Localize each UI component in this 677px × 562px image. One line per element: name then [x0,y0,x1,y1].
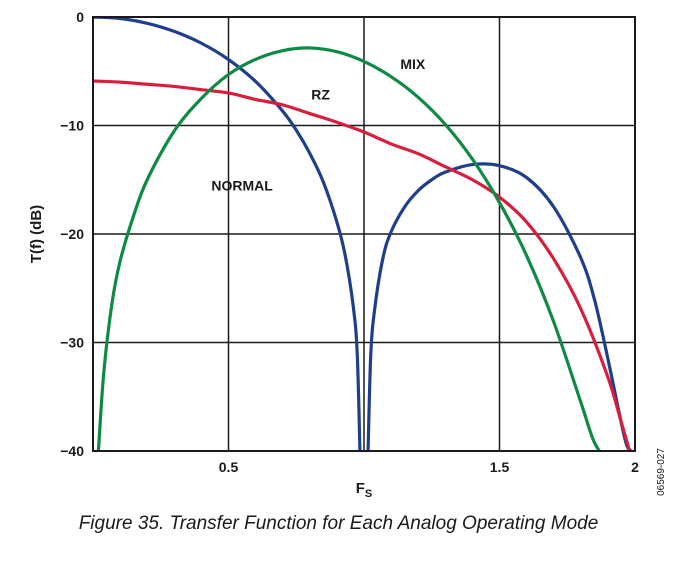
series-label-rz: RZ [311,86,330,102]
series-lines [93,17,633,451]
x-tick-labels: 0.5 1.5 2 [219,459,639,475]
grid [93,17,635,451]
transfer-function-chart: 0 −10 −20 −30 −40 0.5 1.5 2 NORMAL RZ MIX T(f) (… [28,9,667,500]
y-tick-labels: 0 −10 −20 −30 −40 [60,9,84,459]
x-axis-title: FS [356,480,373,500]
y-tick-label: −30 [60,335,84,351]
series-line-normal [366,162,633,451]
series-line-mix [96,46,602,451]
series-label-normal: NORMAL [211,178,273,194]
x-axis-title-main: F [356,480,365,497]
series-line-rz [93,79,632,451]
x-tick-label: 0.5 [219,459,239,475]
y-tick-label: −40 [60,443,84,459]
x-axis-title-subscript: S [365,488,372,500]
x-tick-label: 1.5 [490,459,510,475]
plot-frame [92,16,636,452]
figure-id: 06569-027 [656,448,667,496]
y-axis-title: T(f) (dB) [28,205,45,263]
series-label-mix: MIX [400,56,426,72]
y-tick-label: −20 [60,226,84,242]
y-tick-label: −10 [60,118,84,134]
series-labels: NORMAL RZ MIX [211,56,426,194]
figure-caption: Figure 35. Transfer Function for Each An… [78,513,599,534]
y-tick-label: 0 [76,9,84,25]
series-line-normal [93,17,362,451]
x-tick-label: 2 [631,459,639,475]
